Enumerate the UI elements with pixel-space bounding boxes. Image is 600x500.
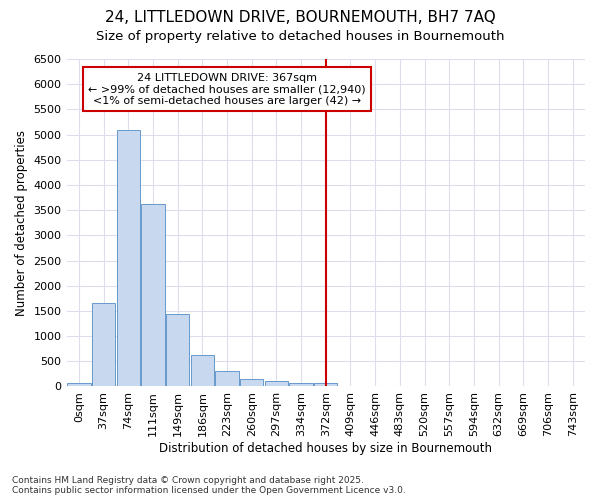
Bar xyxy=(215,370,239,386)
Bar xyxy=(166,314,190,386)
Text: Size of property relative to detached houses in Bournemouth: Size of property relative to detached ho… xyxy=(96,30,504,43)
Bar xyxy=(67,384,91,386)
Text: 24 LITTLEDOWN DRIVE: 367sqm
← >99% of detached houses are smaller (12,940)
<1% o: 24 LITTLEDOWN DRIVE: 367sqm ← >99% of de… xyxy=(88,72,366,106)
Y-axis label: Number of detached properties: Number of detached properties xyxy=(15,130,28,316)
Bar xyxy=(92,304,115,386)
Bar xyxy=(116,130,140,386)
Bar xyxy=(265,381,288,386)
Bar xyxy=(314,384,337,386)
Bar xyxy=(191,355,214,386)
Bar xyxy=(240,379,263,386)
Text: Contains HM Land Registry data © Crown copyright and database right 2025.
Contai: Contains HM Land Registry data © Crown c… xyxy=(12,476,406,495)
Bar xyxy=(289,383,313,386)
Text: 24, LITTLEDOWN DRIVE, BOURNEMOUTH, BH7 7AQ: 24, LITTLEDOWN DRIVE, BOURNEMOUTH, BH7 7… xyxy=(104,10,496,25)
X-axis label: Distribution of detached houses by size in Bournemouth: Distribution of detached houses by size … xyxy=(159,442,492,455)
Bar xyxy=(141,204,164,386)
